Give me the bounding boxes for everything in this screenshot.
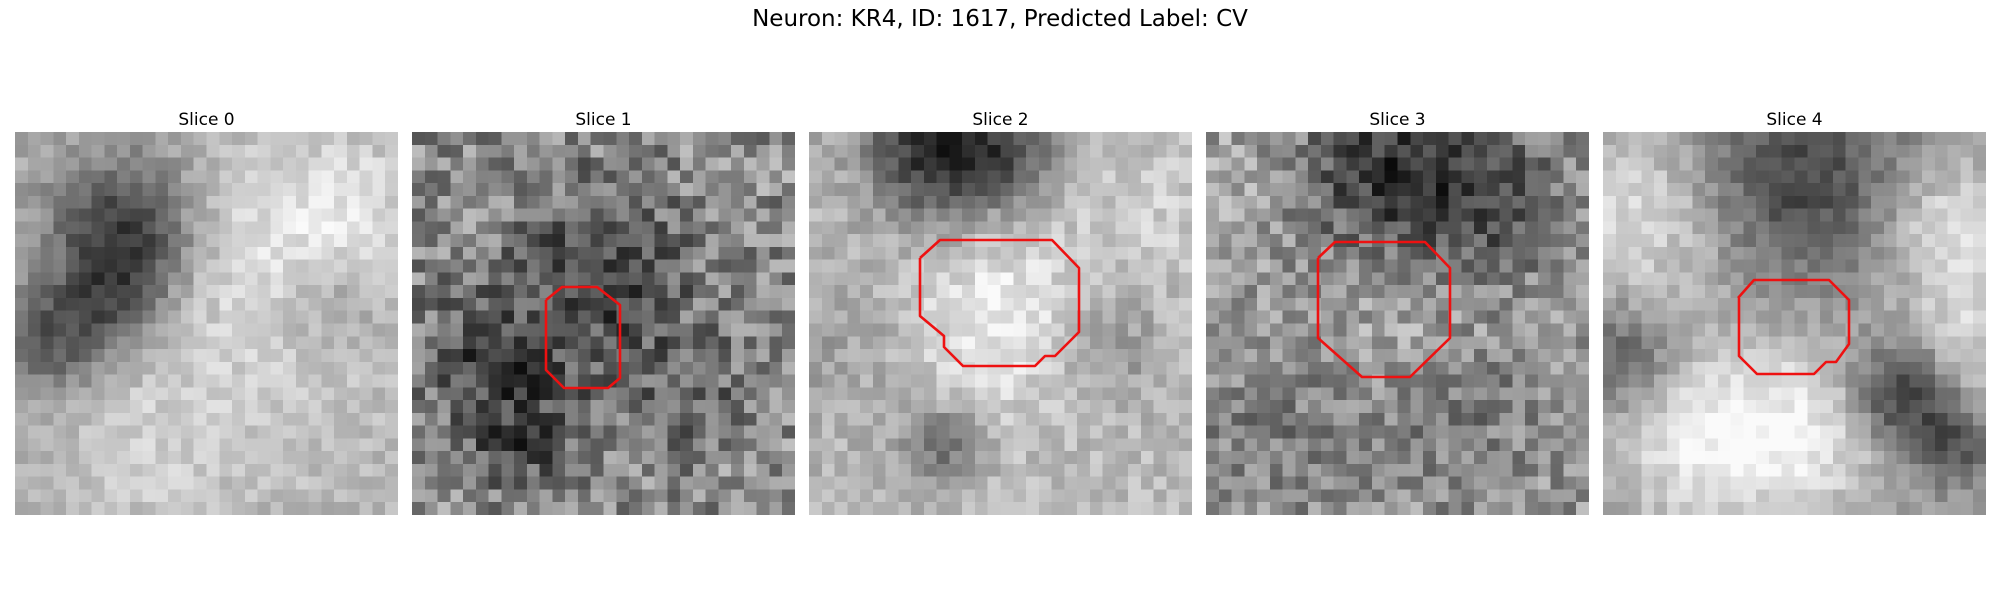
roi-contour (1316, 240, 1452, 379)
slice-image (1603, 132, 1986, 515)
slice-panel-4: Slice 4 (1603, 108, 1986, 515)
slice-panel-3: Slice 3 (1206, 108, 1589, 515)
slice-image (809, 132, 1192, 515)
slice-title: Slice 3 (1369, 110, 1426, 130)
figure-title: Neuron: KR4, ID: 1617, Predicted Label: … (752, 6, 1248, 32)
slice-panel-1: Slice 1 (412, 108, 795, 515)
slice-panel-2: Slice 2 (809, 108, 1192, 515)
roi-contour (1737, 278, 1851, 376)
slice-title: Slice 0 (178, 110, 235, 130)
slice-image (1206, 132, 1589, 515)
slice-title: Slice 1 (575, 110, 632, 130)
slice-panel-0: Slice 0 (15, 108, 398, 515)
slice-title: Slice 2 (972, 110, 1029, 130)
slice-image (15, 132, 398, 515)
roi-contour (918, 238, 1081, 368)
slice-title: Slice 4 (1766, 110, 1823, 130)
slice-image (412, 132, 795, 515)
roi-contour (544, 285, 622, 390)
